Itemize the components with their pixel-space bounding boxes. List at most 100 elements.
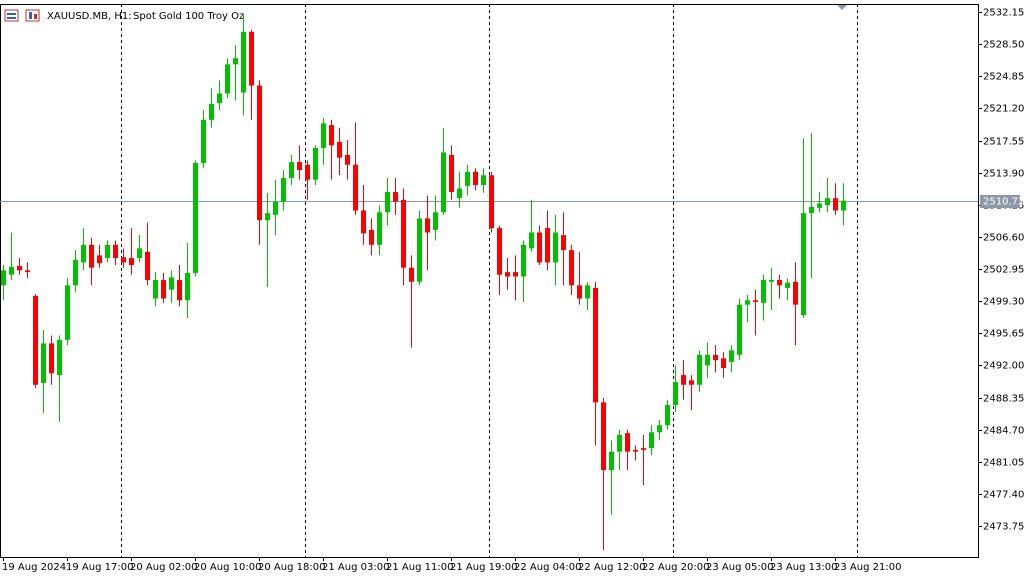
candle-body — [561, 235, 566, 251]
y-tick-label: 2499.30 — [983, 297, 1024, 308]
candle-body — [33, 295, 38, 385]
candle-body — [689, 380, 694, 385]
y-tick-label: 2532.15 — [983, 8, 1024, 19]
x-tick-label: 20 Aug 02:00 — [130, 562, 197, 573]
x-tick-label: 22 Aug 20:00 — [642, 562, 709, 573]
candle-body — [569, 250, 574, 286]
header-icons — [4, 9, 40, 22]
candle-body — [553, 232, 558, 263]
candle-body — [737, 304, 742, 355]
x-tick-label: 23 Aug 13:00 — [770, 562, 837, 573]
candle-body — [665, 404, 670, 426]
candle-body — [145, 251, 150, 281]
candle-body — [9, 266, 14, 275]
candle-body — [249, 31, 254, 86]
y-tick-label: 2495.65 — [983, 329, 1024, 340]
y-tick-label: 2513.90 — [983, 169, 1024, 180]
candle-body — [385, 192, 390, 213]
candle-body — [97, 255, 102, 264]
candle-body — [745, 300, 750, 305]
candle-body — [657, 425, 662, 433]
candle-body — [225, 64, 230, 94]
candle-body — [185, 272, 190, 301]
candle-body — [49, 343, 54, 374]
candle-body — [377, 212, 382, 245]
candle-body — [393, 192, 398, 202]
candle-body — [417, 218, 422, 282]
y-tick-label: 2517.55 — [983, 137, 1024, 148]
candle-body — [169, 277, 174, 290]
candle-body — [729, 350, 734, 362]
candle-body — [297, 162, 302, 170]
candle-body — [201, 119, 206, 163]
candle-body — [241, 31, 246, 93]
x-tick-label: 19 Aug 17:00 — [66, 562, 133, 573]
candle-body — [193, 162, 198, 273]
x-tick-label: 21 Aug 11:00 — [386, 562, 453, 573]
candle-body — [625, 433, 630, 452]
candle-body — [713, 354, 718, 361]
y-tick-label: 2506.60 — [983, 233, 1024, 244]
candle-body — [673, 382, 678, 405]
candle-body — [585, 285, 590, 299]
candle-body — [209, 103, 214, 120]
candle-body — [17, 265, 22, 271]
candle-body — [129, 258, 134, 266]
candle-body — [793, 281, 798, 305]
candle-body — [177, 280, 182, 301]
candle-body — [345, 155, 350, 165]
y-tick-label: 2488.35 — [983, 394, 1024, 405]
x-tick-label: 23 Aug 05:00 — [706, 562, 773, 573]
candle-body — [273, 201, 278, 215]
candle-body — [641, 448, 646, 450]
candle-body — [753, 300, 758, 303]
candle-body — [89, 244, 94, 268]
candle-body — [769, 280, 774, 282]
symbol-title: XAUUSD.MB, H1: — [47, 11, 132, 22]
candle-body — [489, 175, 494, 229]
candle-body — [361, 210, 366, 234]
candle-body — [305, 164, 310, 180]
y-tick-label: 2492.00 — [983, 361, 1024, 372]
candle-body — [761, 280, 766, 303]
candle-body — [681, 375, 686, 385]
candle-body — [137, 248, 142, 259]
symbol-description: Spot Gold 100 Troy Oz — [133, 11, 244, 22]
candle-body — [601, 402, 606, 471]
candle-body — [57, 339, 62, 376]
candle-body — [697, 354, 702, 385]
candle-body — [481, 175, 486, 185]
x-tick-label: 19 Aug 2024 — [2, 562, 66, 573]
icon — [4, 9, 19, 22]
icon-bar — [7, 17, 16, 19]
candle-body — [425, 218, 430, 233]
candle-body — [337, 141, 342, 158]
x-tick-label: 22 Aug 04:00 — [514, 562, 581, 573]
candle-body — [105, 244, 110, 259]
candle-body — [841, 200, 846, 211]
candle-body — [825, 198, 830, 206]
x-tick-label: 21 Aug 03:00 — [322, 562, 389, 573]
candle-body — [577, 285, 582, 299]
candle-body — [161, 280, 166, 299]
candle-body — [529, 232, 534, 249]
candle-body — [41, 343, 46, 383]
y-tick-label: 2477.40 — [983, 490, 1024, 501]
candle-body — [513, 272, 518, 277]
y-tick-label: 2521.20 — [983, 104, 1024, 115]
candle-body — [617, 434, 622, 452]
candle-body — [329, 125, 334, 146]
candle-body — [441, 152, 446, 213]
icon-bar — [29, 12, 32, 19]
candle-body — [281, 177, 286, 202]
candle-body — [313, 147, 318, 180]
candle-body — [369, 229, 374, 245]
candle-body — [121, 257, 126, 263]
x-tick-label: 21 Aug 19:00 — [450, 562, 517, 573]
candle-body — [409, 267, 414, 282]
last-price-box — [980, 195, 1020, 208]
candle-body — [545, 228, 550, 263]
candle-body — [633, 449, 638, 452]
candle-body — [257, 85, 262, 221]
candle-body — [473, 171, 478, 185]
